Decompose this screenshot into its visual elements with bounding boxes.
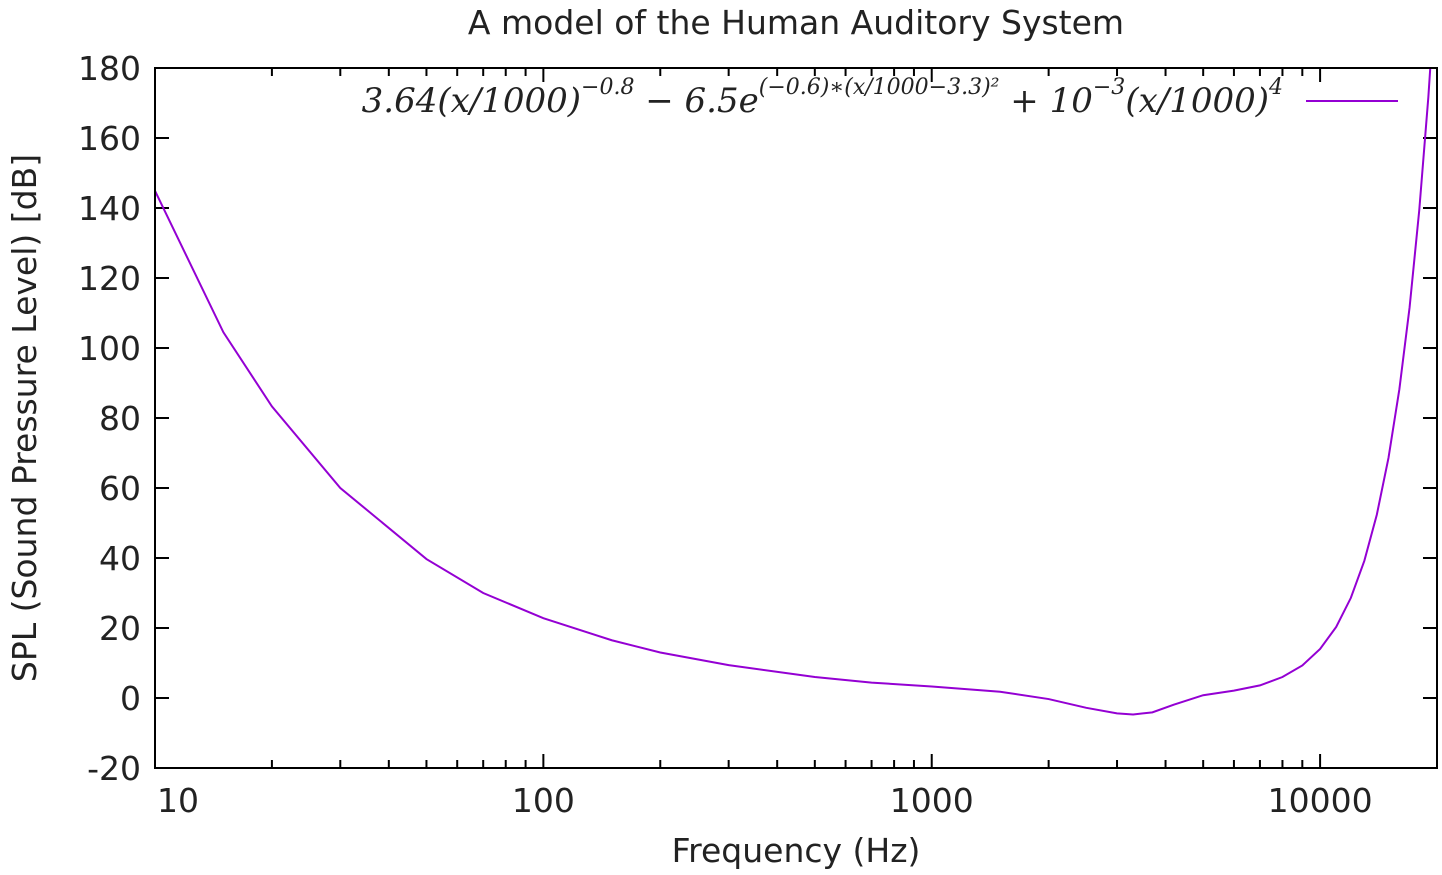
- y-tick-label: 0: [120, 679, 141, 718]
- y-tick-label: 60: [99, 469, 141, 508]
- y-tick-label: 20: [99, 609, 141, 648]
- x-tick-label: 10: [157, 781, 199, 820]
- y-tick-label: 40: [99, 539, 141, 578]
- legend: 3.64(x/1000)−0.8 − 6.5e(−0.6)∗(x/1000−3.…: [362, 75, 1398, 121]
- y-tick-label: 180: [78, 49, 141, 88]
- y-tick-label: 160: [78, 119, 141, 158]
- y-tick-label: -20: [87, 749, 141, 788]
- x-axis-title: Frequency (Hz): [672, 831, 921, 870]
- y-tick-label: 100: [78, 329, 141, 368]
- chart-title: A model of the Human Auditory System: [468, 3, 1124, 42]
- plot-frame: [154, 67, 1438, 769]
- axis-tick-labels: -20 0 20 40 60 80 100 120 140 160 180 10 100 1000 1000…: [78, 49, 1373, 820]
- x-tick-label: 10000: [1268, 781, 1373, 820]
- series-line: [155, 68, 1432, 716]
- x-tick-label: 1000: [890, 781, 974, 820]
- y-tick-label: 120: [78, 259, 141, 298]
- y-axis-title: SPL (Sound Pressure Level) [dB]: [5, 154, 44, 682]
- legend-entry-label: 3.64(x/1000)−0.8 − 6.5e(−0.6)∗(x/1000−3.…: [362, 75, 1283, 121]
- y-tick-label: 80: [99, 399, 141, 438]
- axis-ticks: [154, 67, 1437, 769]
- y-tick-label: 140: [78, 189, 141, 228]
- x-tick-label: 100: [512, 781, 575, 820]
